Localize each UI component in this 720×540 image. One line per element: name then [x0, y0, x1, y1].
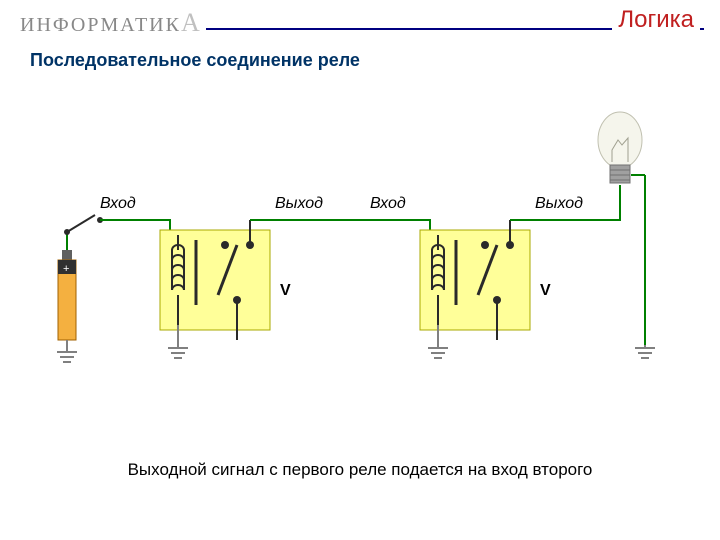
caption: Выходной сигнал с первого реле подается …: [0, 460, 720, 480]
relay-1: [160, 220, 270, 330]
wire-link: [250, 220, 430, 235]
brand-last: А: [181, 8, 202, 37]
circuit-svg: +: [0, 90, 720, 430]
label-out1: Выход: [275, 195, 323, 213]
topic-label: Логика: [612, 6, 700, 34]
subtitle: Последовательное соединение реле: [30, 50, 360, 71]
battery-icon: +: [58, 250, 76, 340]
relay-2: [420, 220, 530, 330]
bulb-ground-symbol: [635, 345, 655, 358]
bulb-ground: [631, 175, 645, 345]
label-v1: V: [280, 282, 291, 300]
label-out2: Выход: [535, 195, 583, 213]
brand-prefix: ИНФОРМАТИК: [20, 14, 181, 36]
input-switch: [64, 215, 103, 250]
label-in2: Вход: [370, 195, 406, 213]
brand: ИНФОРМАТИКА: [16, 8, 206, 38]
label-v2: V: [540, 282, 551, 300]
label-in1: Вход: [100, 195, 136, 213]
circuit-diagram: Вход Выход Вход Выход V V +: [0, 90, 720, 430]
bulb-icon: [598, 112, 642, 183]
battery-ground: [57, 340, 77, 362]
svg-text:+: +: [63, 263, 69, 275]
